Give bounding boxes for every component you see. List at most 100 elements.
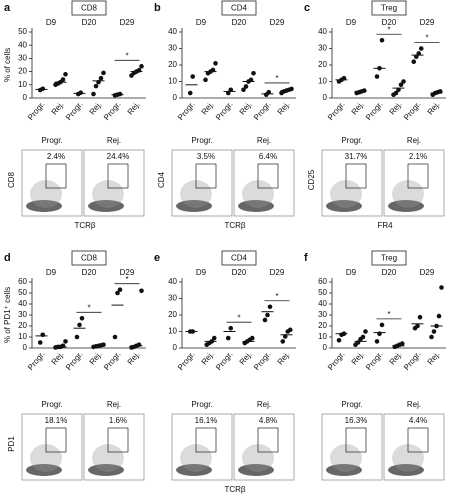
data-point — [225, 335, 231, 341]
flow-y-label: CD25 — [307, 169, 316, 190]
gate — [407, 163, 429, 189]
flow-plot-label: Progr. — [41, 136, 62, 145]
data-point — [228, 87, 234, 93]
gate-percent: 16.1% — [195, 416, 218, 425]
data-point — [211, 335, 217, 341]
cell-cloud — [176, 464, 212, 476]
y-tick-label: 40 — [18, 299, 27, 308]
flow-plot-label: Rej. — [407, 136, 421, 145]
data-point — [417, 314, 423, 320]
y-tick-label: 30 — [168, 44, 177, 53]
flow-plot-label: Progr. — [191, 400, 212, 409]
flow-plot-frame — [171, 149, 233, 217]
x-tick-label: Progr. — [176, 100, 197, 122]
gate — [407, 427, 429, 453]
gate-percent: 18.1% — [45, 416, 68, 425]
x-tick-label: Rej. — [126, 350, 142, 367]
x-tick-label: Rej. — [50, 100, 66, 117]
chart-title: CD4 — [231, 4, 248, 13]
y-tick-label: 10 — [168, 327, 177, 336]
cell-cloud-halo — [392, 180, 424, 208]
data-point — [112, 334, 118, 340]
title-box — [221, 0, 257, 16]
flow-plot-frame — [321, 413, 383, 481]
x-tick-label: Rej. — [200, 350, 216, 367]
x-tick-label: Rej. — [388, 100, 404, 117]
group-label: D9 — [346, 18, 357, 27]
data-point — [436, 313, 442, 319]
gate-percent: 24.4% — [107, 152, 130, 161]
cell-cloud-halo — [30, 180, 62, 208]
data-point — [40, 332, 46, 338]
data-point — [360, 334, 366, 340]
x-tick-label: Rej. — [350, 350, 366, 367]
data-point — [249, 335, 255, 341]
data-point — [396, 87, 401, 93]
x-tick-label: Progr. — [214, 100, 235, 122]
data-point — [374, 74, 380, 79]
group-label: D9 — [196, 18, 207, 27]
data-point — [251, 70, 256, 76]
y-tick-label: 20 — [168, 310, 177, 319]
data-point — [429, 334, 434, 340]
significance-star: * — [275, 74, 278, 83]
data-point — [225, 90, 231, 96]
group-label: D20 — [232, 18, 247, 27]
panel-label: b — [154, 2, 161, 14]
x-tick-label: Progr. — [26, 100, 47, 122]
chart-title: CD8 — [81, 254, 98, 263]
y-tick-label: 20 — [318, 321, 327, 330]
data-point — [262, 317, 268, 323]
group-label: D29 — [420, 268, 435, 277]
x-tick-label: Progr. — [26, 350, 47, 372]
x-tick-label: Rej. — [88, 350, 104, 367]
cell-cloud-halo — [92, 444, 124, 472]
cell-cloud-halo — [242, 180, 274, 208]
data-point — [393, 90, 399, 96]
flow-x-label: TCRβ — [224, 221, 245, 230]
data-point — [101, 70, 106, 76]
y-tick-label: 30 — [318, 310, 327, 319]
title-box — [371, 0, 407, 16]
x-tick-label: Progr. — [364, 350, 385, 372]
y-tick-label: 0 — [173, 343, 178, 352]
data-point — [190, 329, 196, 334]
significance-star: * — [125, 275, 128, 284]
data-point — [228, 325, 234, 331]
cell-cloud — [176, 200, 212, 212]
x-tick-label: Rej. — [426, 350, 442, 367]
data-point — [63, 71, 68, 77]
significance-star: * — [275, 292, 278, 301]
x-tick-label: Progr. — [176, 350, 197, 372]
data-point — [289, 86, 294, 92]
y-tick-label: 0 — [323, 93, 328, 102]
group-label: D9 — [196, 268, 207, 277]
flow-plot-frame — [321, 149, 383, 217]
cell-cloud-halo — [92, 180, 124, 208]
x-tick-label: Rej. — [200, 100, 216, 117]
data-point — [60, 343, 66, 349]
significance-star: * — [387, 310, 390, 319]
cell-cloud — [388, 464, 424, 476]
y-tick-label: 30 — [18, 54, 27, 63]
data-point — [341, 331, 347, 337]
cell-cloud — [238, 464, 274, 476]
data-point — [93, 83, 99, 89]
cell-cloud — [326, 464, 362, 476]
data-point — [91, 91, 96, 97]
data-point — [431, 329, 437, 334]
significance-star: * — [425, 34, 428, 43]
data-point — [98, 75, 104, 81]
group-label: D29 — [270, 18, 285, 27]
y-tick-label: 40 — [18, 40, 27, 49]
data-point — [241, 87, 246, 93]
gate — [195, 427, 217, 453]
cell-cloud-halo — [330, 444, 362, 472]
data-point — [136, 67, 142, 73]
group-label: D29 — [420, 18, 435, 27]
cell-cloud-halo — [30, 444, 62, 472]
data-point — [117, 287, 123, 293]
chart-title: CD8 — [81, 4, 98, 13]
y-tick-label: 10 — [318, 332, 327, 341]
y-tick-label: 20 — [168, 60, 177, 69]
